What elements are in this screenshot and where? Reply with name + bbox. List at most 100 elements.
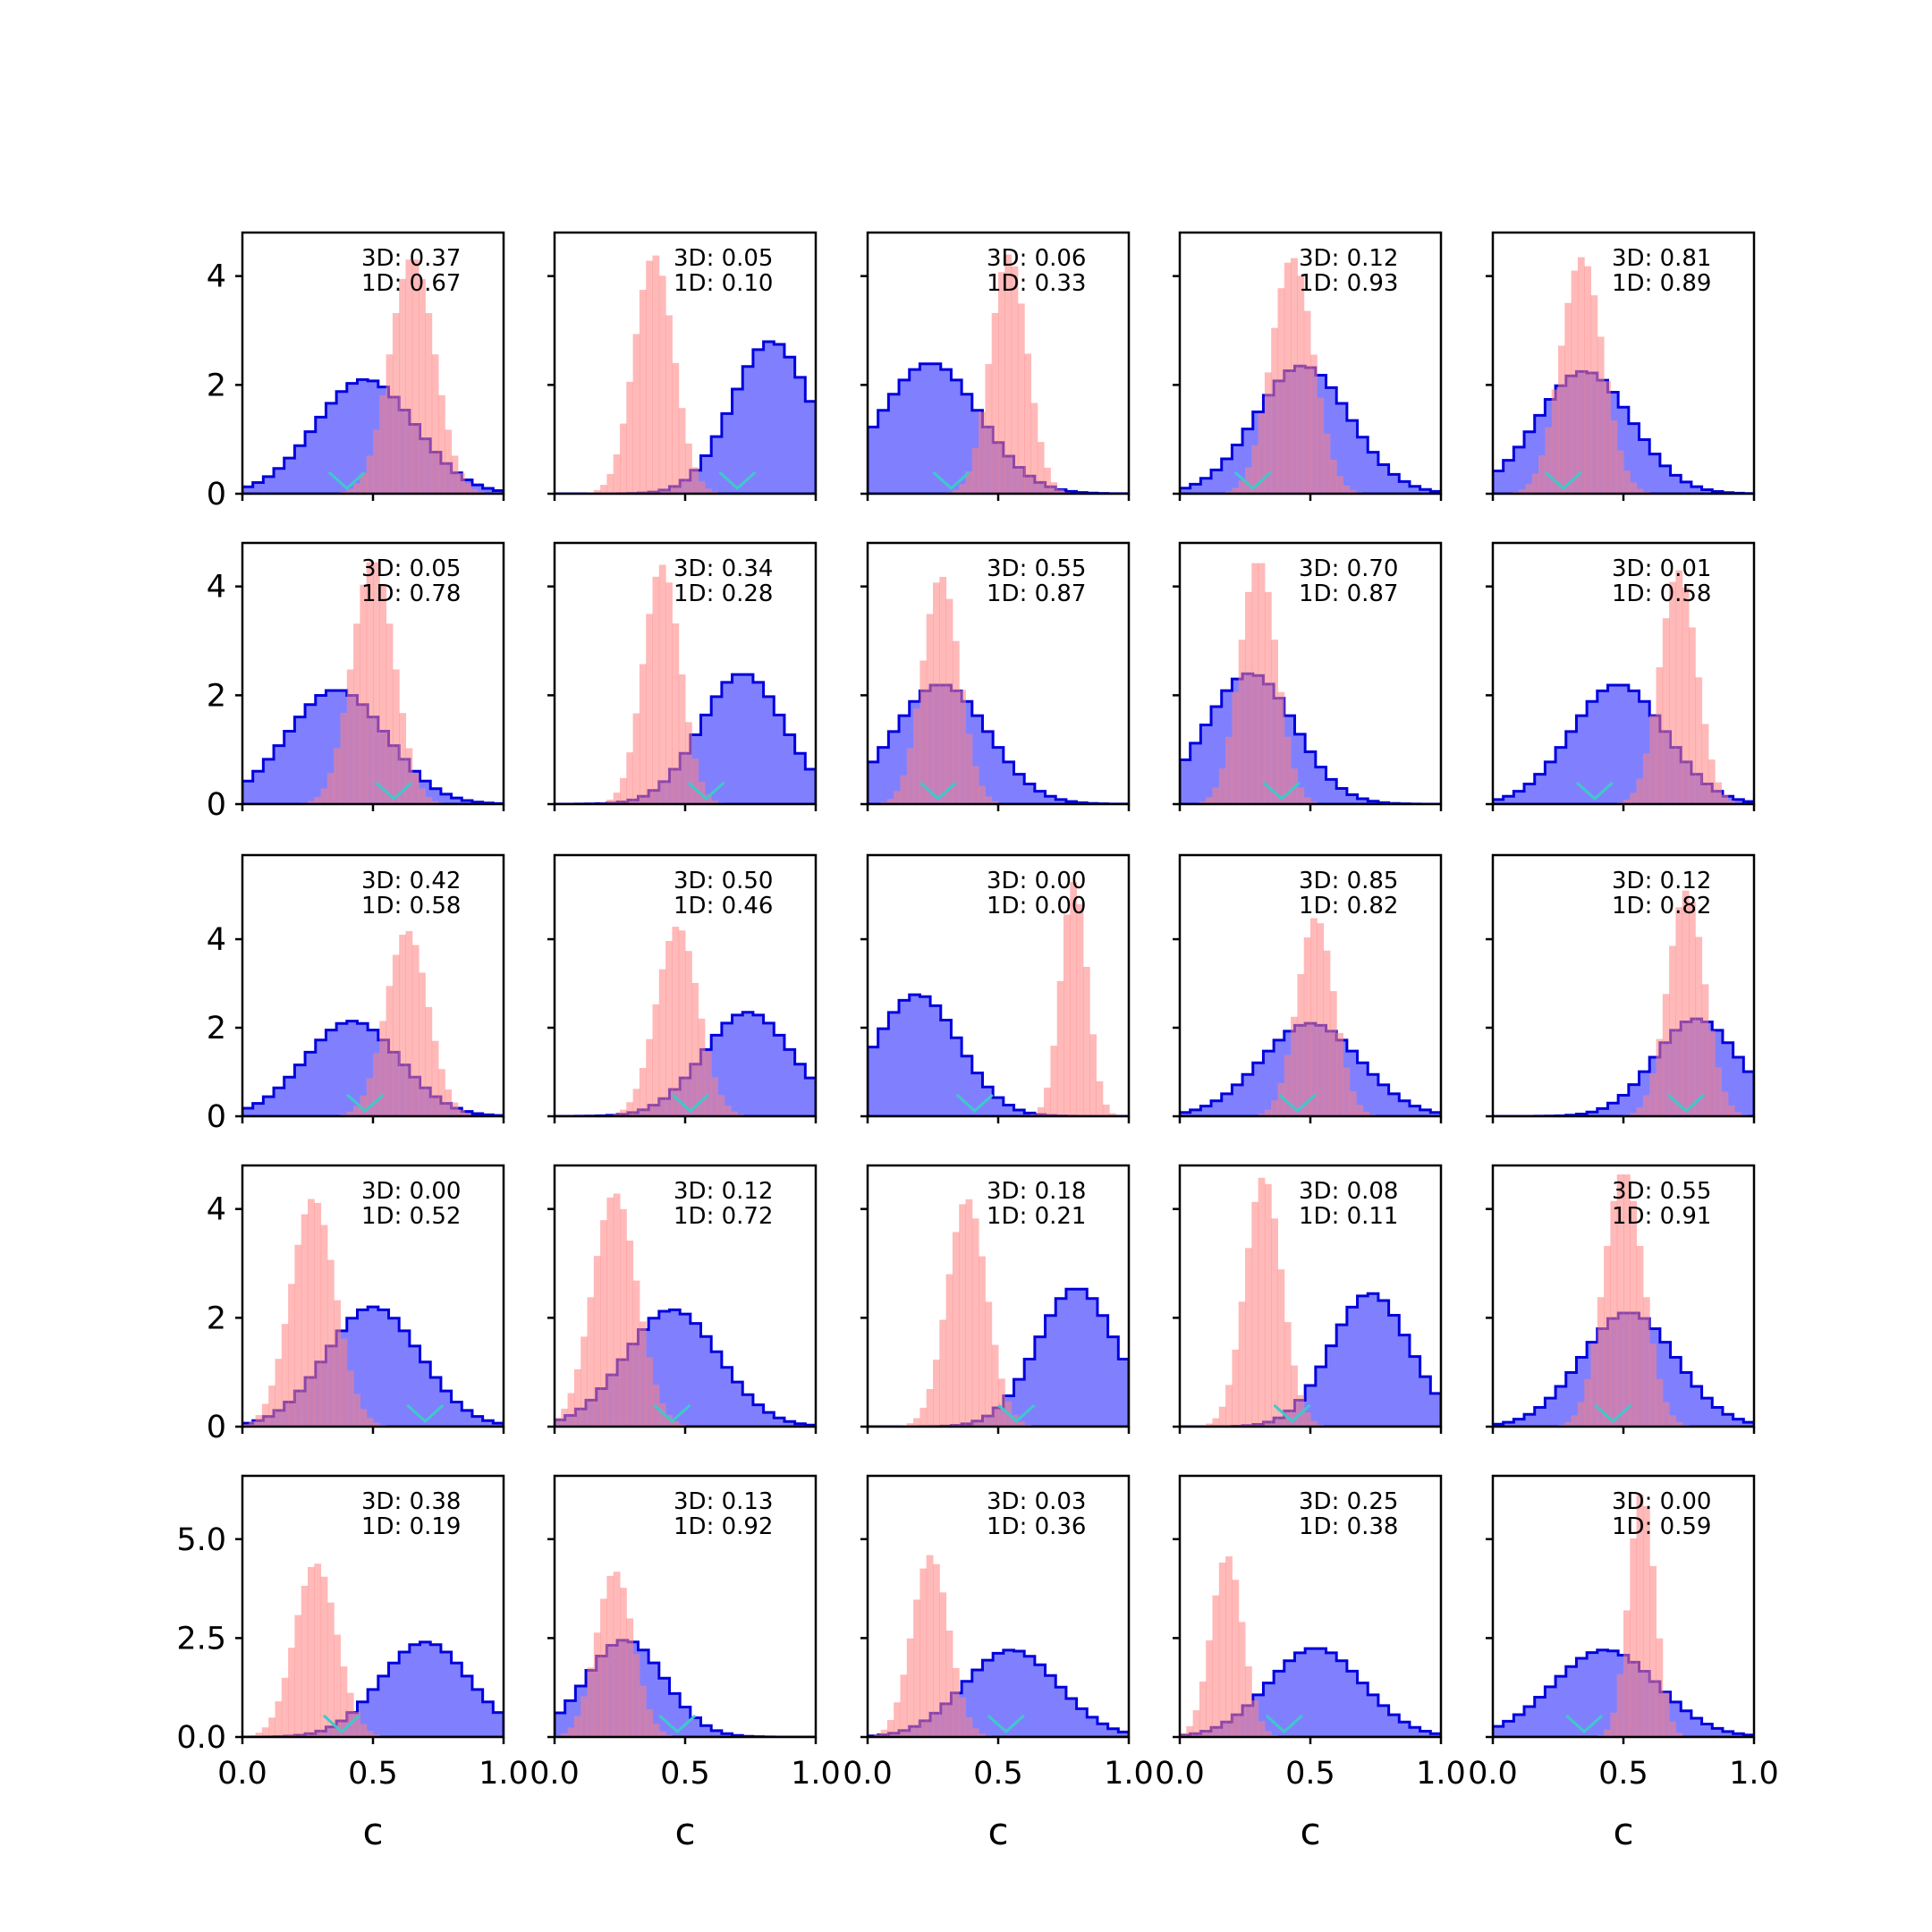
hist-1d-bar	[1610, 1200, 1618, 1427]
hist-1d-bar	[1291, 1365, 1298, 1427]
hist-1d-bar	[926, 1388, 934, 1427]
hist-1d-bar	[646, 614, 653, 804]
hist-1d-bar	[1323, 950, 1331, 1116]
hist-1d-bar	[1538, 454, 1546, 494]
hist-1d-bar	[606, 473, 614, 494]
hist-1d-bar	[366, 1418, 374, 1427]
hist-1d-bar	[900, 1674, 908, 1737]
x-tick-label: 0.5	[973, 1756, 1023, 1792]
hist-1d-bar	[1017, 1421, 1025, 1427]
hist-1d-bar	[1675, 1421, 1683, 1427]
hist-1d-bar	[704, 794, 712, 804]
hist-1d-bar	[1212, 787, 1220, 804]
hist-1d-bar	[314, 796, 322, 804]
annotation-3d: 3D: 0.12	[674, 1178, 773, 1205]
hist-1d-bar	[985, 1301, 993, 1427]
hist-1d-bar	[646, 1709, 653, 1737]
value-marker	[406, 1403, 445, 1424]
hist-1d-bar	[1701, 724, 1709, 804]
hist-1d-bar	[1564, 1421, 1572, 1427]
hist-1d-bar	[665, 582, 673, 804]
hist-1d-bar	[919, 1407, 928, 1427]
hist-1d-bar	[886, 799, 894, 804]
hist-1d-bar	[1284, 1322, 1292, 1427]
hist-1d-bar	[933, 1563, 940, 1737]
hist-1d-bar	[1297, 275, 1305, 494]
hist-1d-bar	[1264, 1183, 1272, 1427]
hist-1d-bar	[658, 564, 666, 804]
hist-1d-bar	[1604, 381, 1611, 494]
hist-1d-bar	[1636, 1494, 1644, 1737]
hist-1d-bar	[1206, 797, 1213, 804]
hist-1d-bar	[411, 259, 419, 494]
hist-1d-bar	[959, 690, 966, 804]
hist-1d-bar	[1656, 1378, 1664, 1427]
hist-1d-bar	[1037, 442, 1045, 494]
hist-1d-bar	[1186, 1725, 1194, 1737]
hist-1d-bar	[639, 290, 647, 494]
hist-1d-bar	[698, 1018, 706, 1116]
value-marker	[1262, 781, 1301, 801]
hist-1d-bar	[979, 411, 986, 494]
hist-1d-bar	[1695, 677, 1703, 804]
hist-1d-bar	[1258, 1721, 1266, 1737]
hist-1d-bar	[587, 1667, 595, 1737]
y-tick-label: 2	[207, 368, 226, 403]
x-tick-label: 1.0	[479, 1756, 529, 1792]
value-marker	[1565, 1714, 1604, 1734]
x-tick-label: 0.5	[348, 1756, 398, 1792]
hist-1d-bar	[1695, 936, 1703, 1116]
annotation-3d: 3D: 0.08	[1299, 1178, 1398, 1205]
hist-1d-bar	[913, 708, 920, 804]
annotation-1d: 1D: 0.92	[674, 1513, 773, 1540]
hist-1d-bar	[672, 927, 680, 1116]
hist-1d-bar	[613, 1572, 621, 1737]
hist-1d-bar	[665, 941, 673, 1116]
hist-1d-bar	[1656, 1638, 1664, 1737]
hist-1d-bar	[593, 1632, 601, 1737]
hist-1d-bar	[1082, 966, 1090, 1116]
hist-1d-bar	[1238, 480, 1246, 494]
hist-1d-bar	[1199, 1681, 1207, 1737]
hist-1d-bar	[1180, 1733, 1187, 1737]
hist-1d-bar	[561, 1733, 569, 1737]
hist-1d-bar	[665, 315, 673, 494]
hist-1d-bar	[405, 931, 413, 1116]
y-tick-label: 4	[207, 570, 226, 606]
hist-1d-bar	[919, 660, 928, 804]
hist-1d-bar	[346, 669, 354, 804]
hist-1d-bar	[379, 584, 387, 804]
hist-1d-bar	[1362, 1111, 1370, 1116]
hist-1d-bar	[672, 1420, 680, 1427]
hist-1d-bar	[425, 313, 433, 494]
hist-1d-bar	[1258, 1114, 1266, 1116]
hist-1d-bar	[1329, 991, 1337, 1116]
hist-1d-bar	[874, 1733, 882, 1737]
hist-1d-bar	[913, 1599, 920, 1737]
hist-1d-bar	[1225, 491, 1233, 494]
hist-1d-bar	[379, 394, 387, 494]
hist-1d-bar	[373, 1053, 380, 1116]
hist-1d-bar	[366, 1731, 374, 1737]
hist-1d-bar	[639, 1321, 647, 1427]
annotation-1d: 1D: 0.59	[1612, 1513, 1711, 1540]
value-marker	[997, 1403, 1036, 1424]
hist-1d-bar	[959, 1697, 966, 1737]
hist-1d-bar	[1297, 787, 1305, 804]
hist-1d-bar	[470, 488, 479, 494]
hist-1d-bar	[1630, 1200, 1638, 1427]
hist-1d-bar	[1564, 302, 1572, 494]
hist-1d-bar	[1675, 1733, 1683, 1737]
hist-1d-bar	[1251, 445, 1259, 494]
x-tick-label: 0.5	[660, 1756, 710, 1792]
hist-1d-bar	[308, 801, 315, 804]
hist-1d-bar	[580, 1696, 588, 1737]
hist-1d-bar	[691, 467, 699, 494]
x-tick-label: 0.0	[1155, 1756, 1205, 1792]
hist-1d-bar	[1649, 1343, 1657, 1427]
hist-1d-bar	[1245, 1248, 1252, 1427]
